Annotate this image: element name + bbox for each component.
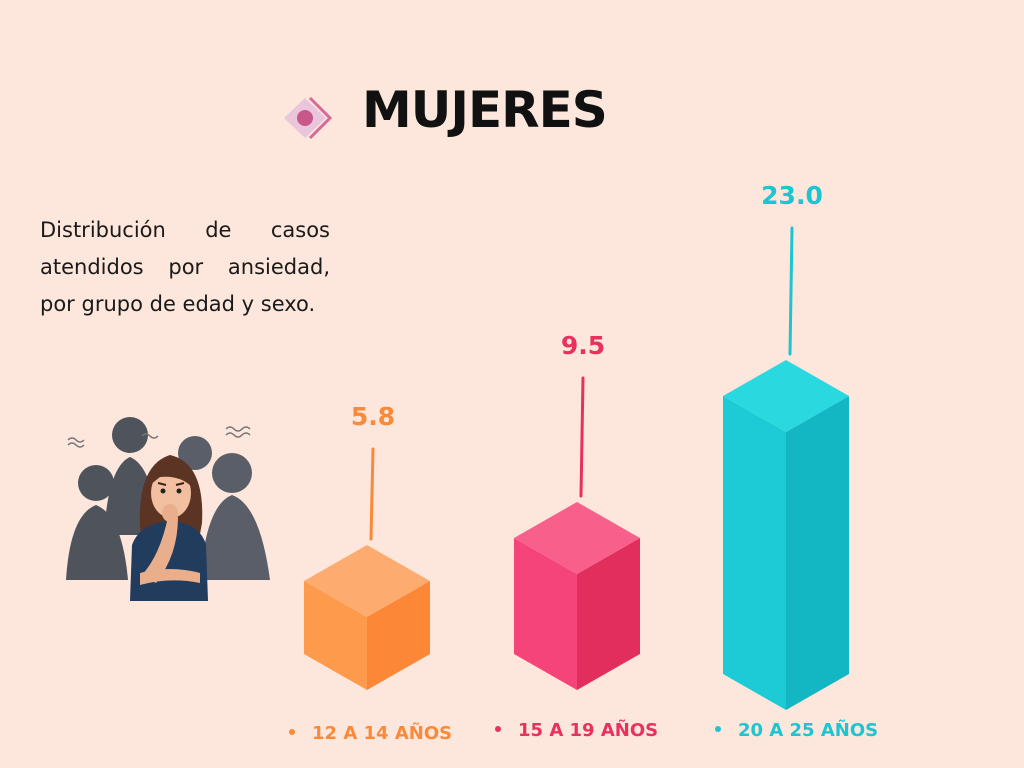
category-label: 15 A 19 AÑOS: [518, 718, 658, 741]
chart-description: Distribución de casos atendidos por ansi…: [40, 218, 330, 316]
legend-dot: [495, 726, 501, 732]
bar-right-face: [577, 538, 640, 690]
bar-leader-line: [579, 376, 585, 498]
data-label: 23.0: [761, 181, 823, 210]
bar-right-face: [367, 581, 430, 690]
bar-left-face: [514, 538, 577, 690]
bar-left-face: [723, 396, 786, 710]
bar-top-face: [304, 545, 430, 617]
legend-dot: [715, 726, 721, 732]
bar-right-face: [786, 396, 849, 710]
bar-top-face: [514, 502, 640, 574]
data-label: 9.5: [561, 331, 605, 360]
bar-leader-line: [369, 447, 375, 541]
bar-leader-line: [788, 226, 794, 356]
data-label: 5.8: [351, 402, 395, 431]
anxious-woman-illustration: [66, 417, 270, 601]
legend-dot: [289, 729, 295, 735]
category-label: 12 A 14 AÑOS: [312, 721, 452, 744]
bar-top-face: [723, 360, 849, 432]
page-title: MUJERES: [362, 81, 608, 139]
bar-left-face: [304, 581, 367, 690]
category-label: 20 A 25 AÑOS: [738, 718, 878, 741]
diamond-target-icon: [284, 96, 332, 140]
